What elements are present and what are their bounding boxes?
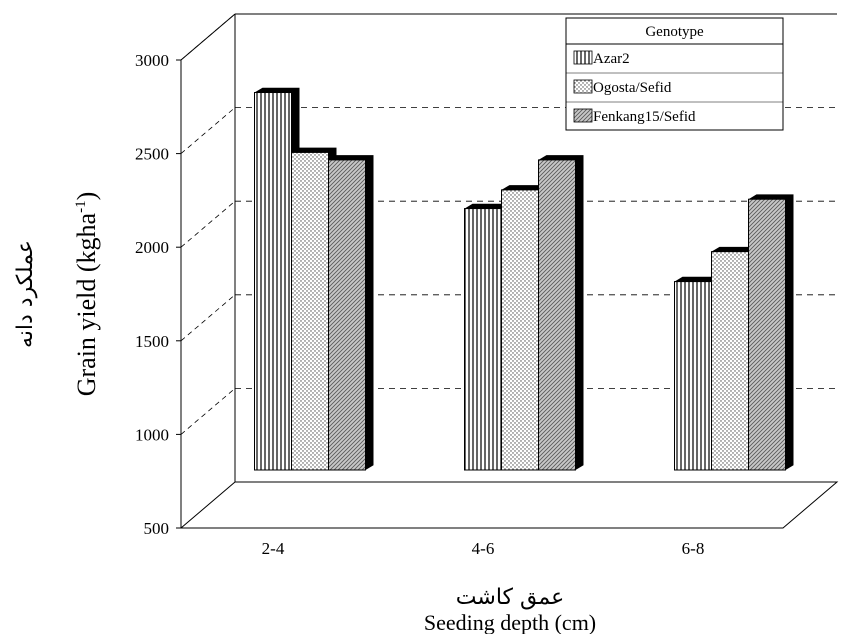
axes-group: 500 1000 1500 2000 2500 3000 2-4 4-6 6-8	[135, 51, 783, 558]
legend-item-label: Fenkang15/Sefid	[593, 109, 696, 125]
bar-fenkang15-sefid-6-8	[748, 198, 786, 471]
x-axis-label-persian: عمق کاشت	[456, 585, 564, 610]
bar-fenkang15-sefid-4-6	[538, 159, 576, 471]
x-tick-label: 4-6	[472, 539, 495, 558]
floor	[179, 481, 839, 529]
y-tick-label: 1000	[135, 425, 169, 444]
x-axis-label: Seeding depth (cm)	[424, 610, 596, 634]
bar-depth	[538, 155, 584, 470]
y-tick-label: 500	[144, 519, 170, 538]
y-axis-label-persian: عملکرد دانه	[13, 240, 38, 348]
gridline-side	[180, 107, 236, 154]
bar-fenkang15-sefid-2-4	[328, 159, 366, 471]
legend-swatch	[573, 79, 593, 94]
bar-azar2-2-4	[254, 92, 292, 471]
bar-azar2-6-8	[674, 281, 712, 471]
bar-ogosta-sefid-4-6	[501, 189, 539, 471]
y-axis-label: Grain yield (kgha-1)	[72, 192, 101, 397]
legend-swatch	[573, 50, 593, 65]
x-tick-label: 6-8	[682, 539, 705, 558]
legend-item-label: Ogosta/Sefid	[593, 80, 672, 96]
y-tick-label: 3000	[135, 51, 169, 70]
y-tick-label: 1500	[135, 332, 169, 351]
gridline-side	[180, 388, 236, 435]
gridline-side	[180, 200, 236, 248]
y-tick-label: 2500	[135, 145, 169, 164]
x-tick-label: 2-4	[262, 539, 285, 558]
bar-ogosta-sefid-2-4	[291, 151, 329, 471]
legend-swatch	[573, 108, 593, 123]
legend-item-label: Azar2	[593, 51, 630, 67]
bars-group	[254, 87, 794, 471]
legend: Genotype Azar2 Ogosta/Sefid Fenkang15/Sefid	[565, 17, 784, 131]
gridline-side	[180, 13, 236, 61]
bar-depth	[328, 155, 374, 470]
y-tick-label: 2000	[135, 238, 169, 257]
legend-title: Genotype	[645, 24, 704, 40]
gridline-side	[180, 294, 236, 342]
bar-ogosta-sefid-6-8	[711, 251, 749, 471]
bar-azar2-4-6	[464, 208, 502, 471]
bar-depth	[748, 194, 794, 470]
legend-box	[565, 17, 784, 131]
